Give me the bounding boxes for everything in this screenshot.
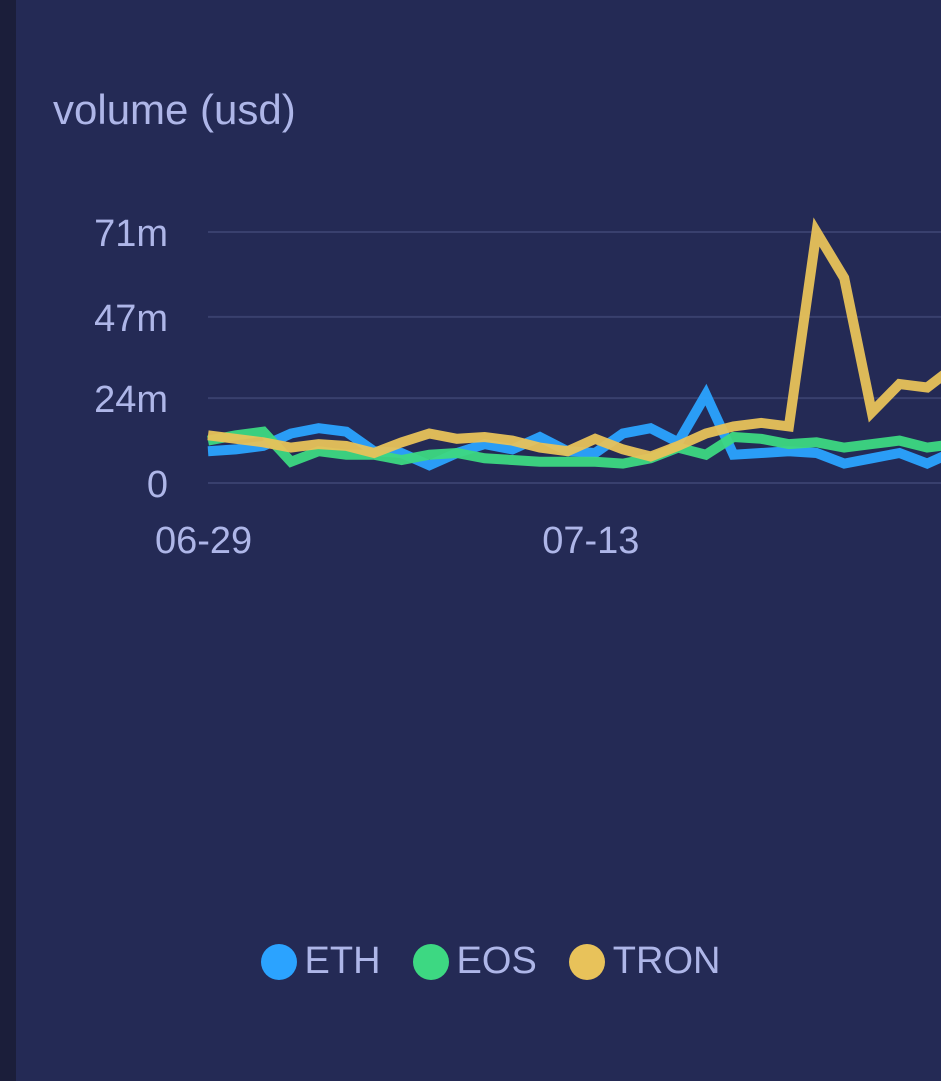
- x-tick-label: 06-29: [155, 520, 252, 562]
- x-tick-label: 07-13: [542, 520, 639, 562]
- legend-item-tron[interactable]: TRON: [568, 940, 721, 983]
- series-line-eos: [207, 426, 941, 469]
- legend-label: TRON: [612, 940, 721, 982]
- legend-label: EOS: [456, 940, 537, 982]
- y-tick-label: 0: [147, 464, 168, 506]
- legend-dot-icon: [412, 943, 449, 980]
- legend-dot-icon: [568, 943, 605, 980]
- y-tick-label: 47m: [94, 298, 168, 340]
- y-tick-label: 71m: [94, 213, 168, 255]
- legend-item-eos[interactable]: EOS: [412, 940, 537, 983]
- legend-label: ETH: [304, 940, 381, 982]
- chart-title: volume (usd): [53, 86, 296, 133]
- y-axis-ticks: 0 24m 47m 71m: [94, 213, 168, 506]
- legend-item-eth[interactable]: ETH: [260, 940, 381, 983]
- legend-dot-icon: [260, 943, 297, 980]
- series-lines: [207, 217, 941, 471]
- series-line-tron: [207, 217, 941, 462]
- legend: ETH EOS TRON: [16, 940, 941, 983]
- gridlines: [208, 231, 941, 484]
- left-edge-strip: [0, 0, 16, 1081]
- left-edge-notch: [10, 32, 20, 44]
- y-tick-label: 24m: [94, 379, 168, 421]
